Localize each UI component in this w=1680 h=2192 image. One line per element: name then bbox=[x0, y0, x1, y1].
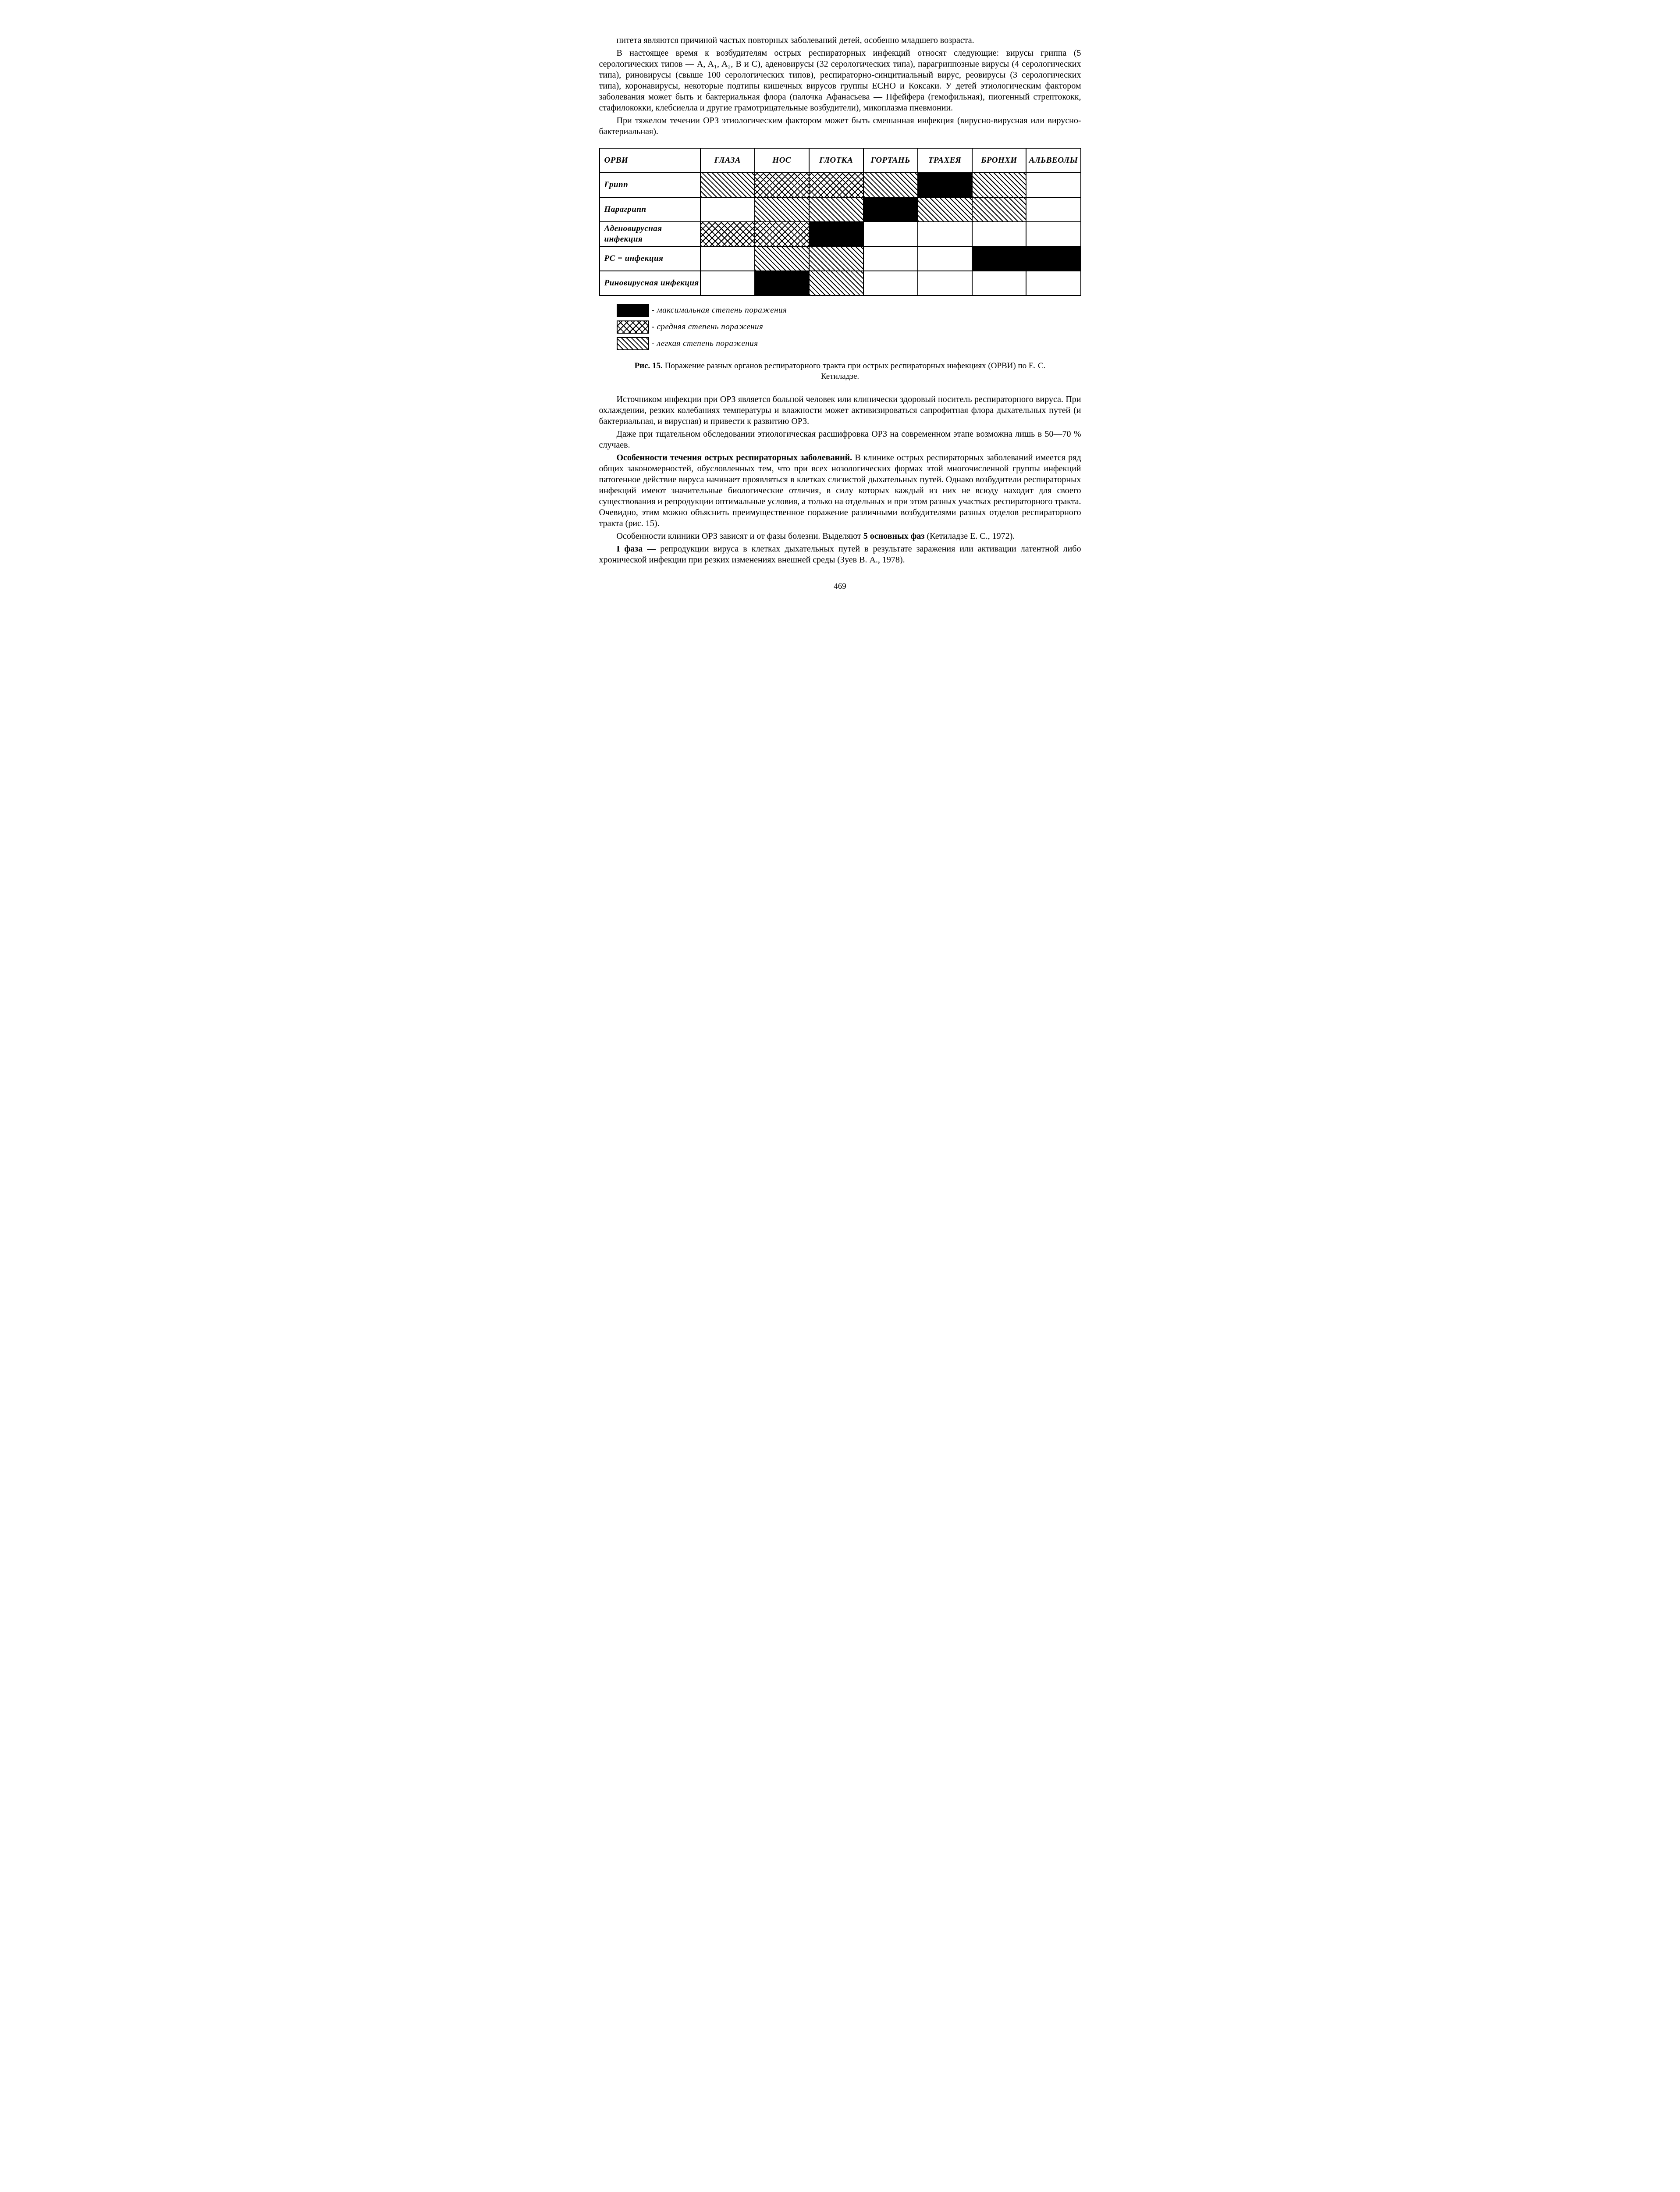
cell-none bbox=[918, 222, 972, 246]
diagram-table: ОРВИ ГЛАЗА НОС ГЛОТКА ГОРТАНЬ ТРАХЕЯ БРО… bbox=[599, 148, 1081, 296]
cell-none bbox=[863, 271, 918, 295]
paragraph: Особенности клиники ОРЗ зависят и от фаз… bbox=[599, 531, 1081, 542]
figure-caption: Рис. 15. Поражение разных органов респир… bbox=[623, 361, 1057, 382]
cell-none bbox=[700, 271, 755, 295]
cell-none bbox=[918, 271, 972, 295]
cell-low bbox=[918, 197, 972, 222]
col-header: ГЛОТКА bbox=[809, 148, 863, 173]
legend-swatch-med bbox=[617, 320, 649, 334]
col-header: БРОНХИ bbox=[972, 148, 1026, 173]
paragraph: При тяжелом течении ОРЗ этиологическим ф… bbox=[599, 115, 1081, 137]
run-bold: I фаза bbox=[617, 544, 643, 554]
run-bold: Особенности течения острых респираторных… bbox=[617, 453, 852, 463]
paragraph: Даже при тщательном обследовании этиолог… bbox=[599, 429, 1081, 451]
cell-low bbox=[755, 197, 809, 222]
table-head: ОРВИ ГЛАЗА НОС ГЛОТКА ГОРТАНЬ ТРАХЕЯ БРО… bbox=[600, 148, 1081, 173]
cell-none bbox=[1026, 173, 1080, 197]
table-body: ГриппПарагриппАденовирусная инфекцияРС =… bbox=[600, 173, 1081, 295]
row-header: Риновирусная инфекция bbox=[600, 271, 700, 295]
row-header: РС = инфекция bbox=[600, 246, 700, 271]
cell-low bbox=[700, 173, 755, 197]
cell-low bbox=[809, 246, 863, 271]
col-header: НОС bbox=[755, 148, 809, 173]
paragraph: В настоящее время к возбудителям острых … bbox=[599, 48, 1081, 114]
cell-low bbox=[972, 173, 1026, 197]
paragraph: Особенности течения острых респираторных… bbox=[599, 452, 1081, 529]
cell-low bbox=[755, 246, 809, 271]
cell-low bbox=[809, 197, 863, 222]
row-header: Парагрипп bbox=[600, 197, 700, 222]
legend-label: легкая степень поражения bbox=[652, 338, 758, 349]
run-bold: 5 основных фаз bbox=[863, 531, 925, 541]
caption-label: Рис. 15. bbox=[635, 361, 663, 370]
page-number: 469 bbox=[599, 581, 1081, 592]
legend-row-max: максимальная степень поражения bbox=[617, 304, 1081, 317]
cell-max bbox=[809, 222, 863, 246]
legend-label: средняя степень поражения bbox=[652, 322, 764, 332]
cell-med bbox=[755, 222, 809, 246]
paragraph: I фаза — репродукции вируса в клетках ды… bbox=[599, 544, 1081, 566]
row-header: Грипп bbox=[600, 173, 700, 197]
cell-med bbox=[809, 173, 863, 197]
cell-none bbox=[700, 246, 755, 271]
cell-max bbox=[972, 246, 1026, 271]
row-header: Аденовирусная инфекция bbox=[600, 222, 700, 246]
cell-max bbox=[863, 197, 918, 222]
cell-none bbox=[1026, 271, 1080, 295]
cell-max bbox=[755, 271, 809, 295]
legend-label: максимальная степень поражения bbox=[652, 305, 787, 316]
page: нитета являются причиной частых повторны… bbox=[599, 35, 1081, 591]
cell-none bbox=[918, 246, 972, 271]
paragraph: нитета являются причиной частых повторны… bbox=[599, 35, 1081, 46]
cell-med bbox=[755, 173, 809, 197]
table-row: Парагрипп bbox=[600, 197, 1081, 222]
cell-low bbox=[972, 197, 1026, 222]
table-row: Грипп bbox=[600, 173, 1081, 197]
col-header: ТРАХЕЯ bbox=[918, 148, 972, 173]
cell-none bbox=[972, 271, 1026, 295]
cell-low bbox=[809, 271, 863, 295]
table-row: РС = инфекция bbox=[600, 246, 1081, 271]
cell-max bbox=[918, 173, 972, 197]
run: (Кетиладзе Е. С., 1972). bbox=[924, 531, 1015, 541]
legend-swatch-max bbox=[617, 304, 649, 317]
legend-row-low: легкая степень поражения bbox=[617, 337, 1081, 350]
cell-none bbox=[700, 197, 755, 222]
cell-none bbox=[863, 246, 918, 271]
cell-med bbox=[700, 222, 755, 246]
cell-none bbox=[972, 222, 1026, 246]
col-header: ГЛАЗА bbox=[700, 148, 755, 173]
table-row: Аденовирусная инфекция bbox=[600, 222, 1081, 246]
legend-swatch-low bbox=[617, 337, 649, 350]
legend-row-med: средняя степень поражения bbox=[617, 320, 1081, 334]
run: Особенности клиники ОРЗ зависят и от фаз… bbox=[617, 531, 863, 541]
cell-none bbox=[1026, 222, 1080, 246]
col-header: АЛЬВЕОЛЫ bbox=[1026, 148, 1080, 173]
run: В клинике острых респираторных заболеван… bbox=[599, 453, 1081, 528]
col-header: ОРВИ bbox=[600, 148, 700, 173]
caption-text: Поражение разных органов респираторного … bbox=[663, 361, 1046, 381]
diagram-table-wrap: ОРВИ ГЛАЗА НОС ГЛОТКА ГОРТАНЬ ТРАХЕЯ БРО… bbox=[599, 148, 1081, 382]
paragraph: Источником инфекции при ОРЗ является бол… bbox=[599, 394, 1081, 427]
col-header: ГОРТАНЬ bbox=[863, 148, 918, 173]
cell-max bbox=[1026, 246, 1080, 271]
legend: максимальная степень поражения средняя с… bbox=[617, 304, 1081, 350]
cell-none bbox=[863, 222, 918, 246]
table-row: Риновирусная инфекция bbox=[600, 271, 1081, 295]
cell-low bbox=[863, 173, 918, 197]
cell-none bbox=[1026, 197, 1080, 222]
run: — репродукции вируса в клетках дыхательн… bbox=[599, 544, 1081, 565]
